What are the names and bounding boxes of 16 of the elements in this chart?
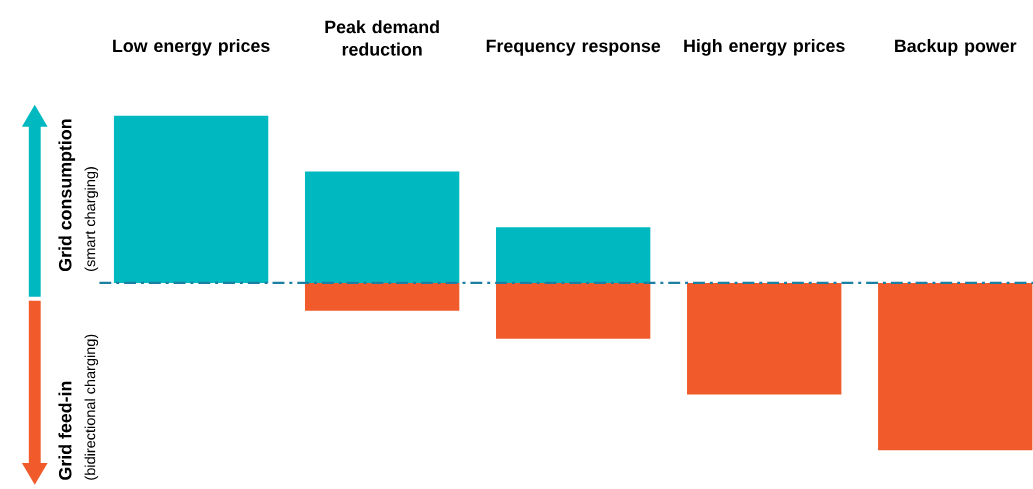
text: (smart charging) <box>84 167 99 272</box>
x-tick-label: Backup power <box>895 39 1017 56</box>
x-tick-label: High energy prices <box>684 39 845 56</box>
text: Grid consumption <box>58 119 76 272</box>
text: Grid feed-in <box>58 381 72 480</box>
x-tick-label: Low energy prices <box>113 39 270 56</box>
bar <box>304 283 460 311</box>
bar <box>878 283 1033 451</box>
bar <box>496 283 651 339</box>
bar <box>496 227 651 284</box>
bar <box>304 171 460 284</box>
bar <box>687 283 842 395</box>
x-tick-label: Frequency response <box>486 39 661 56</box>
x-tick-label: Peak demand reduction <box>325 20 439 56</box>
bar <box>113 115 269 284</box>
text: (bidirectional charging) <box>84 334 99 480</box>
